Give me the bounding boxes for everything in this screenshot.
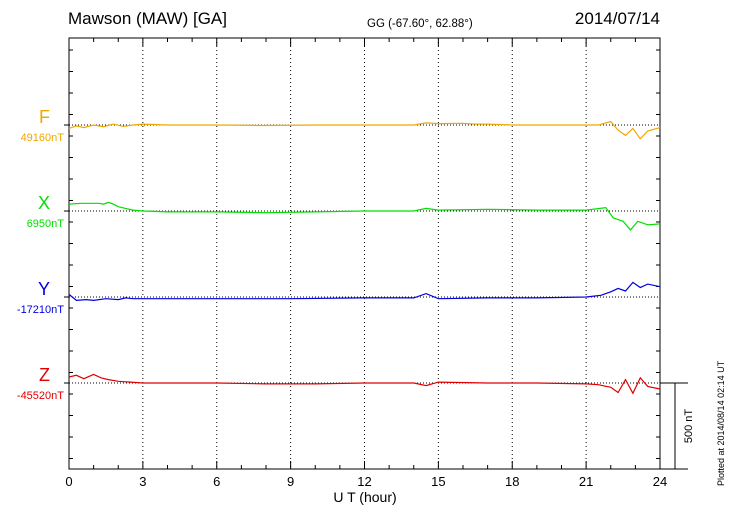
channel-name-x: X — [37, 193, 50, 213]
x-tick-label: 24 — [653, 474, 667, 489]
plotted-timestamp: Plotted at 2014/08/14 02:14 UT — [716, 360, 726, 486]
x-tick-label: 12 — [357, 474, 371, 489]
series-f — [68, 120, 661, 140]
x-tick-label: 6 — [213, 474, 220, 489]
channel-name-z: Z — [39, 365, 50, 385]
plot-date: 2014/07/14 — [574, 9, 660, 28]
x-axis-label: U T (hour) — [333, 489, 397, 505]
station-title: Mawson (MAW) [GA] — [68, 9, 227, 28]
x-tick-label: 3 — [139, 474, 146, 489]
channel-baseline-y: -17210nT — [16, 304, 64, 316]
x-tick-label: 15 — [431, 474, 445, 489]
series-x — [68, 201, 661, 231]
x-tick-label: 18 — [505, 474, 519, 489]
channel-baseline-z: -45520nT — [16, 390, 64, 402]
scale-bar-label: 500 nT — [683, 409, 695, 444]
channel-name-y: Y — [37, 279, 50, 299]
x-tick-label: 9 — [287, 474, 294, 489]
geographic-coordinates: GG (-67.60°, 62.88°) — [367, 18, 473, 30]
x-tick-label: 21 — [579, 474, 593, 489]
channel-baseline-x: 6950nT — [26, 218, 64, 230]
x-tick-label: 0 — [65, 474, 72, 489]
series-y — [68, 281, 661, 302]
channel-name-f: F — [39, 107, 50, 127]
series-z — [68, 373, 661, 395]
channel-baseline-f: 49160nT — [20, 132, 64, 144]
